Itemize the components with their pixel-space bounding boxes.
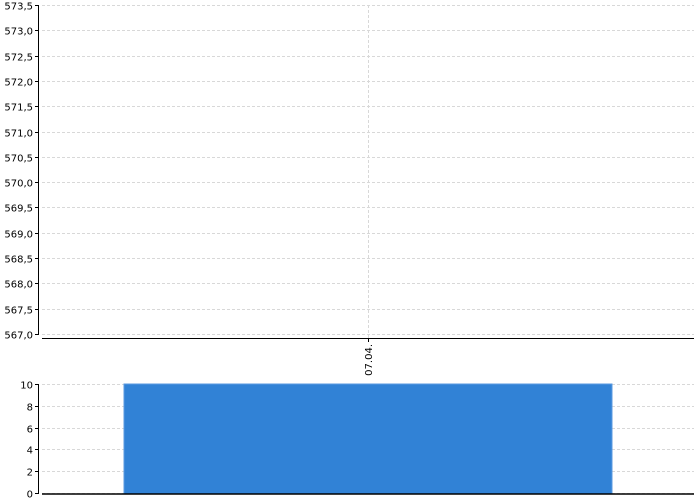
top-y-tick-label: 571,5 [4,103,33,114]
top-y-tick-label: 570,0 [4,179,33,190]
top-y-tick-label: 568,0 [4,280,33,291]
top-y-tick-label: 571,0 [4,129,33,140]
top-y-tick-label: 572,0 [4,78,33,89]
top-y-tick-label: 569,5 [4,204,33,215]
bottom-y-tick-label: 4 [27,446,33,457]
top-y-tick-label: 567,0 [4,331,33,342]
bottom-y-tick-label: 2 [27,468,33,479]
bar [123,383,613,495]
bottom-y-tick-label: 10 [20,381,33,392]
bottom-y-tick-label: 8 [27,403,33,414]
top-y-tick-label: 569,0 [4,230,33,241]
top-y-tick-label: 567,5 [4,306,33,317]
bottom-y-tick-label: 0 [27,490,33,500]
top-y-tick-label: 572,5 [4,53,33,64]
top-x-tick-label: 07.04. [364,344,375,376]
top-y-tick-label: 573,0 [4,27,33,38]
bottom-y-tick-label: 6 [27,425,33,436]
top-y-tick-label: 570,5 [4,154,33,165]
top-y-tick-label: 573,5 [4,2,33,13]
top-y-tick-label: 568,5 [4,255,33,266]
